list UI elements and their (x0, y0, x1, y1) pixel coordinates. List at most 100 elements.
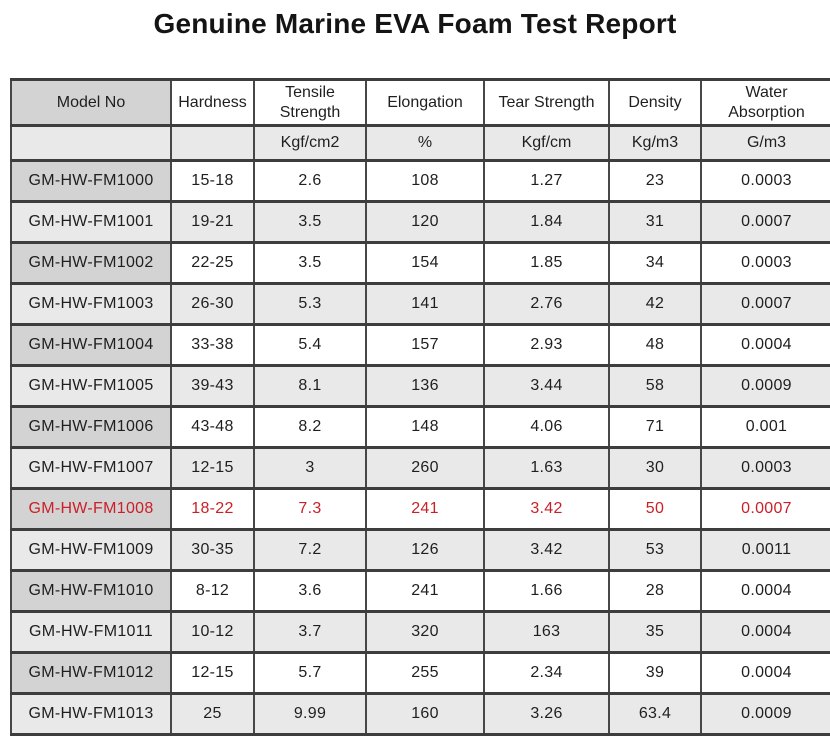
value-cell: 31 (608, 200, 702, 245)
value-cell: 5.7 (253, 651, 367, 696)
table-row: GM-HW-FM1004 33-38 5.4 157 2.93 48 0.0004 (10, 323, 830, 368)
model-no-cell: GM-HW-FM1002 (10, 241, 172, 286)
table-row-highlighted: GM-HW-FM1008 18-22 7.3 241 3.42 50 0.0007 (10, 487, 830, 532)
value-cell: 28 (608, 569, 702, 614)
value-cell: 2.34 (483, 651, 610, 696)
units-row: Kgf/cm2% Kgf/cm Kg/m3 G/m3 (10, 124, 830, 163)
value-cell: 25 (170, 692, 255, 737)
value-cell: 48 (608, 323, 702, 368)
value-cell: 0.0004 (700, 610, 830, 655)
value-cell: 43-48 (170, 405, 255, 450)
model-no-cell: GM-HW-FM1010 (10, 569, 172, 614)
model-no-cell: GM-HW-FM1007 (10, 446, 172, 491)
model-no-cell: GM-HW-FM1003 (10, 282, 172, 327)
value-cell: 3.7 (253, 610, 367, 655)
table-row: GM-HW-FM1013 25 9.99 160 3.26 63.4 0.0009 (10, 692, 830, 737)
value-cell: 0.001 (700, 405, 830, 450)
table-row: GM-HW-FM1000 15-18 2.6 108 1.27 23 0.0003 (10, 159, 830, 204)
value-cell: 3.44 (483, 364, 610, 409)
table-row: GM-HW-FM1005 39-43 8.1 136 3.44 58 0.0009 (10, 364, 830, 409)
value-cell: 108 (365, 159, 485, 204)
value-cell: 2.6 (253, 159, 367, 204)
value-cell: 22-25 (170, 241, 255, 286)
value-cell: 3.42 (483, 487, 610, 532)
value-cell: 2.93 (483, 323, 610, 368)
value-cell: 241 (365, 569, 485, 614)
col-header-density: Density (608, 77, 702, 128)
value-cell: 4.06 (483, 405, 610, 450)
value-cell: 8.1 (253, 364, 367, 409)
value-cell: 3.26 (483, 692, 610, 737)
value-cell: 0.0007 (700, 487, 830, 532)
model-no-cell: GM-HW-FM1001 (10, 200, 172, 245)
unit-cell-empty (170, 124, 255, 163)
value-cell: 58 (608, 364, 702, 409)
value-cell: 0.0009 (700, 692, 830, 737)
value-cell: 35 (608, 610, 702, 655)
value-cell: 120 (365, 200, 485, 245)
value-cell: 12-15 (170, 446, 255, 491)
value-cell: 39-43 (170, 364, 255, 409)
value-cell: 148 (365, 405, 485, 450)
value-cell: 50 (608, 487, 702, 532)
value-cell: 1.27 (483, 159, 610, 204)
unit-cell-kg-m3: Kg/m3 (608, 124, 702, 163)
col-header-hardness: Hardness (170, 77, 255, 128)
value-cell: 39 (608, 651, 702, 696)
table-row: GM-HW-FM1001 19-21 3.5 120 1.84 31 0.0007 (10, 200, 830, 245)
model-no-cell: GM-HW-FM1006 (10, 405, 172, 450)
value-cell: 0.0003 (700, 159, 830, 204)
value-cell: 255 (365, 651, 485, 696)
value-cell: 241 (365, 487, 485, 532)
unit-cell-blank: % (365, 124, 485, 163)
value-cell: 3.5 (253, 241, 367, 286)
value-cell: 1.85 (483, 241, 610, 286)
value-cell: 34 (608, 241, 702, 286)
value-cell: 23 (608, 159, 702, 204)
value-cell: 19-21 (170, 200, 255, 245)
table-body: GM-HW-FM1000 15-18 2.6 108 1.27 23 0.0003 GM-HW… (10, 159, 830, 737)
value-cell: 0.0009 (700, 364, 830, 409)
model-no-cell: GM-HW-FM1011 (10, 610, 172, 655)
model-no-cell: GM-HW-FM1009 (10, 528, 172, 573)
value-cell: 0.0007 (700, 282, 830, 327)
value-cell: 160 (365, 692, 485, 737)
col-header-elongation: Elongation (365, 77, 485, 128)
value-cell: 8-12 (170, 569, 255, 614)
value-cell: 18-22 (170, 487, 255, 532)
value-cell: 63.4 (608, 692, 702, 737)
value-cell: 3.42 (483, 528, 610, 573)
table-row: GM-HW-FM1012 12-15 5.7 255 2.34 39 0.0004 (10, 651, 830, 696)
value-cell: 1.84 (483, 200, 610, 245)
value-cell: 0.0004 (700, 569, 830, 614)
value-cell: 15-18 (170, 159, 255, 204)
model-no-cell: GM-HW-FM1004 (10, 323, 172, 368)
table-row: GM-HW-FM1010 8-12 3.6 241 1.66 28 0.0004 (10, 569, 830, 614)
page-title: Genuine Marine EVA Foam Test Report (153, 8, 677, 39)
value-cell: 136 (365, 364, 485, 409)
value-cell: 0.0007 (700, 200, 830, 245)
table-row: GM-HW-FM1009 30-35 7.2 126 3.42 53 0.0011 (10, 528, 830, 573)
value-cell: 260 (365, 446, 485, 491)
value-cell: 0.0004 (700, 651, 830, 696)
value-cell: 53 (608, 528, 702, 573)
value-cell: 7.2 (253, 528, 367, 573)
value-cell: 7.3 (253, 487, 367, 532)
col-header-tear-strength: Tear Strength (483, 77, 610, 128)
col-header-model-no: Model No (10, 77, 172, 128)
table-row: GM-HW-FM1002 22-25 3.5 154 1.85 34 0.0003 (10, 241, 830, 286)
value-cell: 0.0004 (700, 323, 830, 368)
value-cell: 3 (253, 446, 367, 491)
value-cell: 0.0003 (700, 241, 830, 286)
table-row: GM-HW-FM1006 43-48 8.2 148 4.06 71 0.001 (10, 405, 830, 450)
value-cell: 9.99 (253, 692, 367, 737)
value-cell: 71 (608, 405, 702, 450)
value-cell: 30 (608, 446, 702, 491)
value-cell: 42 (608, 282, 702, 327)
value-cell: 126 (365, 528, 485, 573)
value-cell: 26-30 (170, 282, 255, 327)
value-cell: 5.4 (253, 323, 367, 368)
col-header-water-absorption: Water Absorption (700, 77, 830, 128)
model-no-cell: GM-HW-FM1012 (10, 651, 172, 696)
